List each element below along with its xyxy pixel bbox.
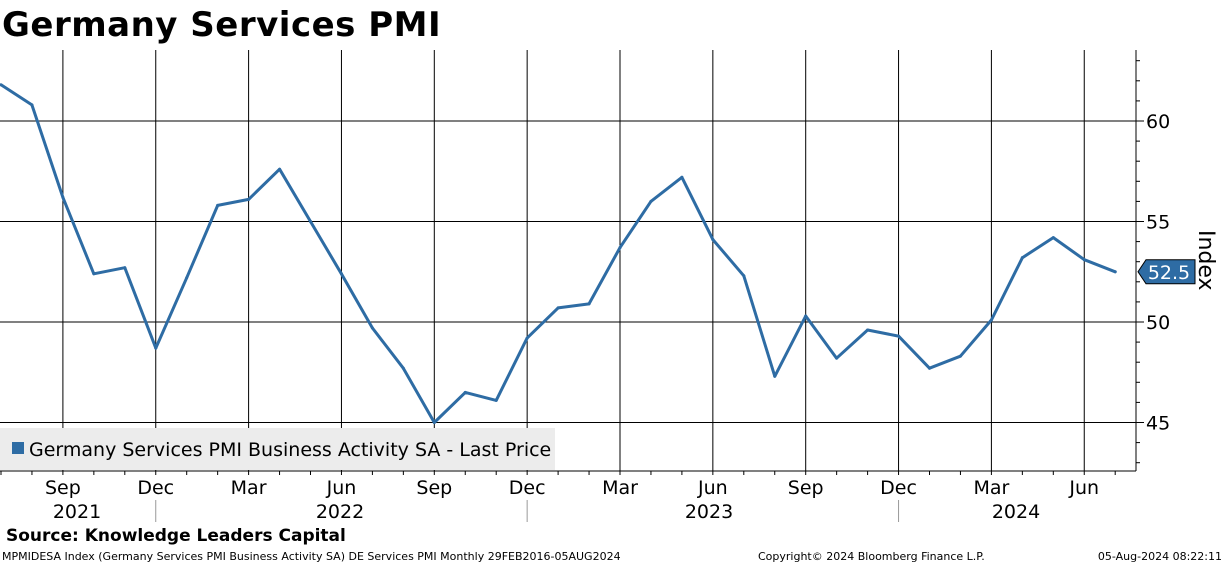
source-note: Source: Knowledge Leaders Capital <box>6 526 346 546</box>
data-point <box>556 306 560 310</box>
data-point <box>247 197 251 201</box>
x-tick-label-month: Dec <box>509 477 546 499</box>
data-point <box>0 83 3 87</box>
data-point <box>309 220 312 223</box>
x-tick-label-month: Jun <box>326 477 357 499</box>
series-line <box>0 83 1117 424</box>
x-tick-label-month: Dec <box>880 477 917 499</box>
data-point <box>711 238 715 242</box>
footer-description: MPMIDESA Index (Germany Services PMI Bus… <box>2 550 621 563</box>
data-point <box>370 326 374 330</box>
last-value-marker: 52.5 <box>1137 259 1196 285</box>
data-point <box>835 356 839 360</box>
legend-swatch <box>12 442 24 454</box>
data-point <box>30 103 34 107</box>
legend: Germany Services PMI Business Activity S… <box>0 428 555 470</box>
legend-box <box>0 428 555 470</box>
x-tick-label-month: Mar <box>973 477 1009 499</box>
data-point <box>1020 256 1024 260</box>
data-point <box>649 199 653 203</box>
data-point <box>928 366 931 370</box>
series-layer <box>0 83 1117 424</box>
data-point <box>123 266 127 270</box>
x-tick-label-year: 2022 <box>316 501 364 523</box>
data-point <box>989 318 993 322</box>
y-tick-label: 55 <box>1146 212 1170 234</box>
data-point <box>742 274 746 278</box>
data-point <box>1113 270 1117 274</box>
data-point <box>278 167 282 171</box>
x-tick-label-year: 2024 <box>992 501 1040 523</box>
x-tick-label-month: Jun <box>1068 477 1099 499</box>
data-point <box>958 354 962 358</box>
y-tick-label: 60 <box>1146 111 1170 133</box>
x-tick-label-month: Mar <box>231 477 267 499</box>
data-point <box>92 272 96 276</box>
y-axis: 45 50 55 60 Index <box>1135 50 1218 471</box>
last-value-badge <box>1137 259 1196 285</box>
data-point <box>525 336 529 340</box>
grid-lines <box>0 50 1136 471</box>
data-point <box>1082 258 1086 262</box>
data-point <box>463 390 467 394</box>
data-point <box>1051 236 1055 240</box>
data-point <box>432 421 436 424</box>
data-point <box>680 175 684 179</box>
data-point <box>618 246 622 250</box>
x-tick-label-month: Sep <box>788 477 824 499</box>
data-point <box>587 302 591 306</box>
y-axis-title: Index <box>1193 230 1218 291</box>
x-axis: Sep Dec Mar Jun Sep Dec Mar Jun Sep Dec Mar Jun 2021… <box>0 470 1136 523</box>
x-tick-label-month: Sep <box>416 477 452 499</box>
footer-copyright: Copyright© 2024 Bloomberg Finance L.P. <box>758 550 985 563</box>
data-point <box>154 346 158 350</box>
data-point <box>897 334 901 338</box>
data-point <box>773 374 777 378</box>
x-tick-label-month: Jun <box>697 477 728 499</box>
chart-title: Germany Services PMI <box>2 5 442 45</box>
data-point <box>494 398 498 402</box>
x-tick-label-year: 2021 <box>53 501 101 523</box>
x-tick-label-month: Sep <box>45 477 81 499</box>
y-tick-label: 50 <box>1146 312 1170 334</box>
last-value-label: 52.5 <box>1148 262 1190 284</box>
data-point <box>216 203 220 207</box>
footer-timestamp: 05-Aug-2024 08:22:11 <box>1097 550 1222 563</box>
x-tick-label-month: Mar <box>602 477 638 499</box>
data-point <box>185 276 189 280</box>
data-point <box>804 314 808 318</box>
legend-label: Germany Services PMI Business Activity S… <box>29 439 551 461</box>
x-tick-label-month: Dec <box>137 477 174 499</box>
x-tick-label-year: 2023 <box>685 501 733 523</box>
data-point <box>61 195 65 199</box>
data-point <box>339 272 343 276</box>
data-point <box>866 328 870 332</box>
data-point <box>401 366 405 370</box>
y-tick-label: 45 <box>1146 413 1170 435</box>
